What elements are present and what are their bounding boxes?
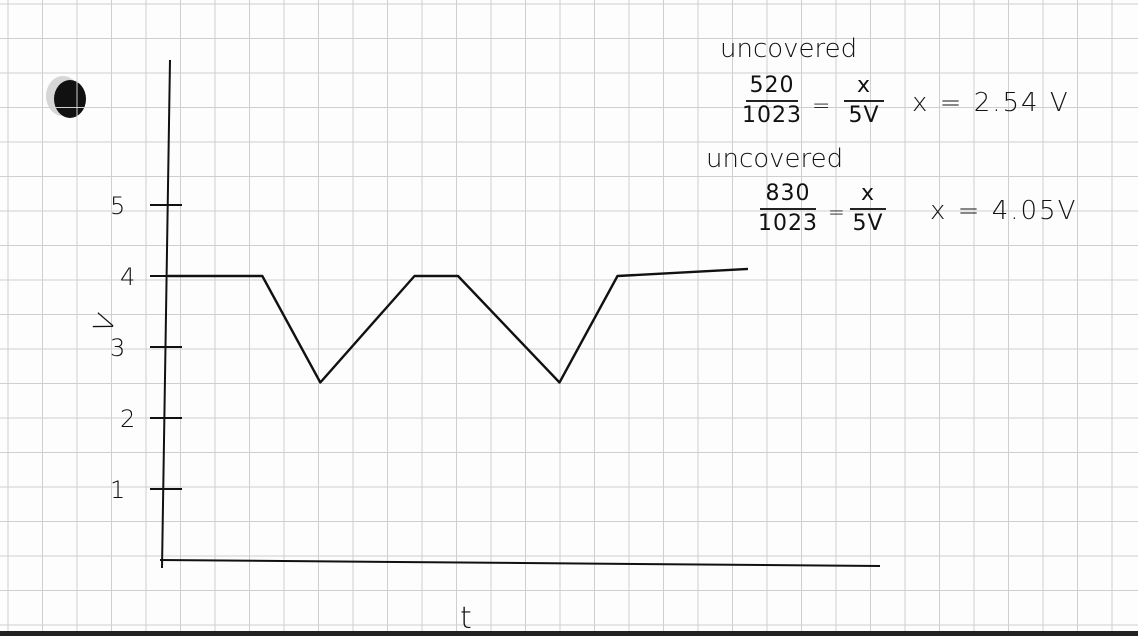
y-ticks: 1 2 3 4 5 [110,192,182,504]
note-uncovered-1: uncovered [720,34,858,64]
fraction-bar [850,208,886,210]
fraction-numerator: x [860,181,876,206]
fraction-x-5v-1: x 5V [844,74,884,128]
result-2: x = 4.05V [930,196,1078,226]
y-tick-label-2: 2 [120,405,135,433]
series-line-0 [168,267,749,384]
series-group [168,267,749,384]
result-1: x = 2.54 V [912,88,1070,118]
y-tick-label-5: 5 [110,192,125,220]
fraction-numerator: 830 [765,181,811,206]
x-axis-label: t [460,601,472,636]
y-axis [161,59,171,569]
fraction-bar [760,208,816,210]
fraction-bar [844,100,884,102]
fraction-denominator: 5V [848,103,880,128]
bottom-edge [0,631,1138,636]
note-uncovered-2: uncovered [706,144,844,174]
fraction-830-1023: 830 1023 [758,182,818,236]
equals-sign-2: = [828,200,845,224]
y-tick-label-1: 1 [110,476,125,504]
fraction-denominator: 1023 [758,211,818,236]
fraction-520-1023: 520 1023 [742,74,802,128]
equals-sign-1: = [812,94,831,119]
fraction-x-5v-2: x 5V [850,182,886,236]
fraction-numerator: x [856,73,872,98]
y-tick-label-3: 3 [110,334,125,362]
fraction-denominator: 5V [852,211,884,236]
punch-hole [54,80,86,118]
y-axis-label: V [89,310,123,337]
fraction-numerator: 520 [749,73,795,98]
fraction-bar [746,100,798,102]
x-axis [159,559,881,567]
y-tick-label-4: 4 [120,263,135,291]
fraction-denominator: 1023 [742,103,802,128]
